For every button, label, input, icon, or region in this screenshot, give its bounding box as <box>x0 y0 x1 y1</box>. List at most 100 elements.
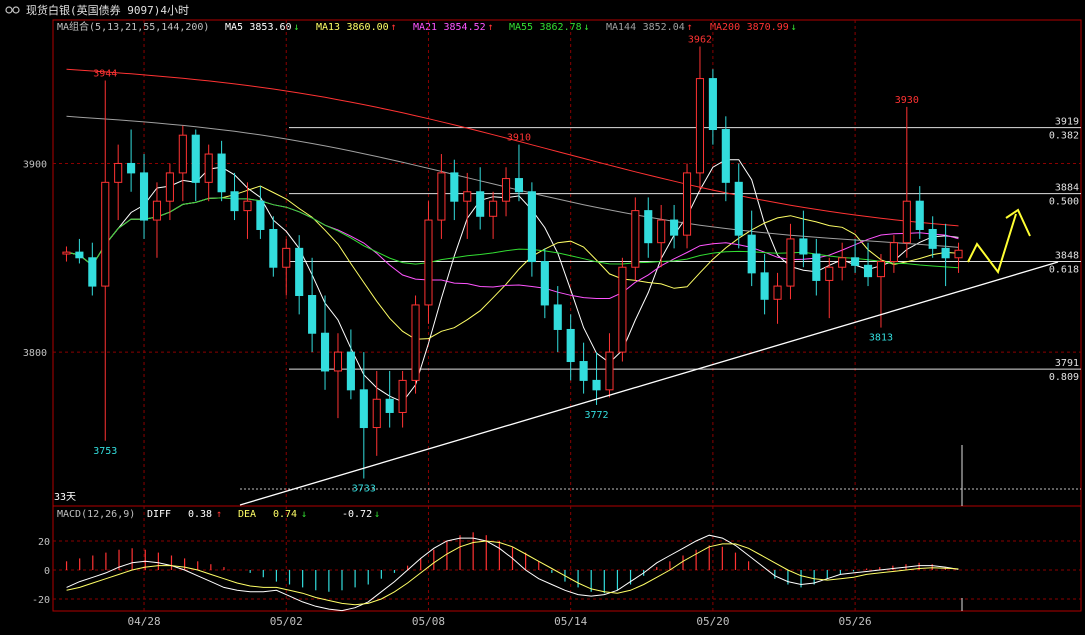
candle[interactable] <box>863 242 873 287</box>
candle[interactable] <box>308 257 317 353</box>
candle[interactable] <box>411 295 420 394</box>
ma-legend-item-ma144: MA144 3852.04 ↑ <box>606 22 693 33</box>
candle[interactable] <box>191 129 200 202</box>
macd-arrow: ↓ <box>374 509 380 520</box>
fib-ratio-label: 0.500 <box>1049 197 1079 208</box>
candle[interactable] <box>217 140 226 202</box>
candle[interactable] <box>178 125 187 202</box>
candle[interactable] <box>514 144 524 202</box>
candle[interactable] <box>88 242 97 296</box>
candle[interactable] <box>915 186 924 239</box>
candle[interactable] <box>902 106 911 258</box>
ma-line-ma200 <box>66 68 959 227</box>
candle[interactable] <box>75 238 84 264</box>
candle[interactable] <box>631 197 640 281</box>
candle[interactable] <box>618 257 627 362</box>
candle[interactable] <box>838 242 847 281</box>
candle[interactable] <box>605 333 614 398</box>
candle[interactable] <box>295 235 304 315</box>
candle-body <box>941 247 950 259</box>
candle[interactable] <box>760 254 769 315</box>
candle[interactable] <box>876 254 886 328</box>
ma-legend-value: 3852.04 <box>643 22 685 33</box>
candle[interactable] <box>385 370 394 428</box>
candle[interactable] <box>450 159 459 221</box>
ma-line-ma55 <box>66 197 959 269</box>
candle[interactable] <box>566 314 575 381</box>
candle[interactable] <box>127 129 136 192</box>
candle[interactable] <box>62 246 71 262</box>
candle[interactable] <box>825 257 834 319</box>
candle[interactable] <box>540 248 549 319</box>
candle-body <box>424 219 433 306</box>
candle[interactable] <box>695 46 705 192</box>
candle[interactable] <box>152 182 162 258</box>
candle[interactable] <box>165 163 174 221</box>
candle[interactable] <box>941 223 950 287</box>
candle-body <box>243 200 252 212</box>
candle[interactable] <box>256 186 265 239</box>
candle-body <box>411 304 420 381</box>
candle[interactable] <box>501 167 511 217</box>
candle[interactable] <box>372 370 381 456</box>
candle[interactable] <box>489 191 498 239</box>
dea-label: DEA <box>238 509 256 520</box>
candle[interactable] <box>734 163 743 249</box>
candle[interactable] <box>398 370 407 428</box>
candle[interactable] <box>928 216 937 258</box>
candle-body <box>398 379 407 413</box>
candle[interactable] <box>657 204 666 268</box>
dea-value: 0.74 <box>273 509 297 520</box>
candle[interactable] <box>282 238 291 296</box>
candle[interactable] <box>320 295 330 390</box>
high-price-label: 3944 <box>93 68 117 79</box>
fib-price-label: 3791 <box>1055 358 1079 369</box>
candle[interactable] <box>333 333 343 419</box>
candle[interactable] <box>243 182 252 239</box>
candle[interactable] <box>139 154 149 239</box>
candle[interactable] <box>230 172 239 221</box>
candle-body <box>540 261 549 306</box>
candle[interactable] <box>553 286 562 353</box>
ma-legend-arrow: ↑ <box>687 22 693 33</box>
candle[interactable] <box>269 216 278 277</box>
candle-body <box>838 257 847 268</box>
candle[interactable] <box>463 172 472 239</box>
candle[interactable] <box>851 238 860 273</box>
candle-body <box>437 172 446 221</box>
candle[interactable] <box>437 154 446 239</box>
candle-body <box>825 266 834 281</box>
candle[interactable] <box>786 223 795 300</box>
candle[interactable] <box>204 144 213 202</box>
candle[interactable] <box>114 144 123 221</box>
candle[interactable] <box>812 238 821 296</box>
macd-dea-line <box>66 540 959 606</box>
candle[interactable] <box>527 182 536 277</box>
candle[interactable] <box>592 352 601 405</box>
candle[interactable] <box>101 80 110 441</box>
candle[interactable] <box>424 201 433 324</box>
candle-body <box>191 134 200 183</box>
candle[interactable] <box>644 197 653 258</box>
candle[interactable] <box>799 210 808 268</box>
candle[interactable] <box>579 342 588 394</box>
candle[interactable] <box>346 329 355 400</box>
candle[interactable] <box>708 69 717 145</box>
candle[interactable] <box>359 352 368 479</box>
candle[interactable] <box>889 235 898 273</box>
ma-legend: MA组合(5,13,21,55,144,200) MA5 3853.60 ↓ MA13… <box>57 20 797 33</box>
candle[interactable] <box>773 272 782 324</box>
candle-body <box>450 172 459 202</box>
header: 现货白银(英国债券 9097)4小时 <box>5 3 189 17</box>
candles[interactable] <box>62 46 963 479</box>
candle[interactable] <box>721 116 730 202</box>
candle[interactable] <box>682 163 692 249</box>
candle[interactable] <box>476 167 485 230</box>
candle[interactable] <box>670 204 679 249</box>
candle[interactable] <box>747 210 756 287</box>
candle[interactable] <box>954 242 963 273</box>
candle-body <box>605 351 614 391</box>
ma-line-ma21 <box>66 197 959 299</box>
